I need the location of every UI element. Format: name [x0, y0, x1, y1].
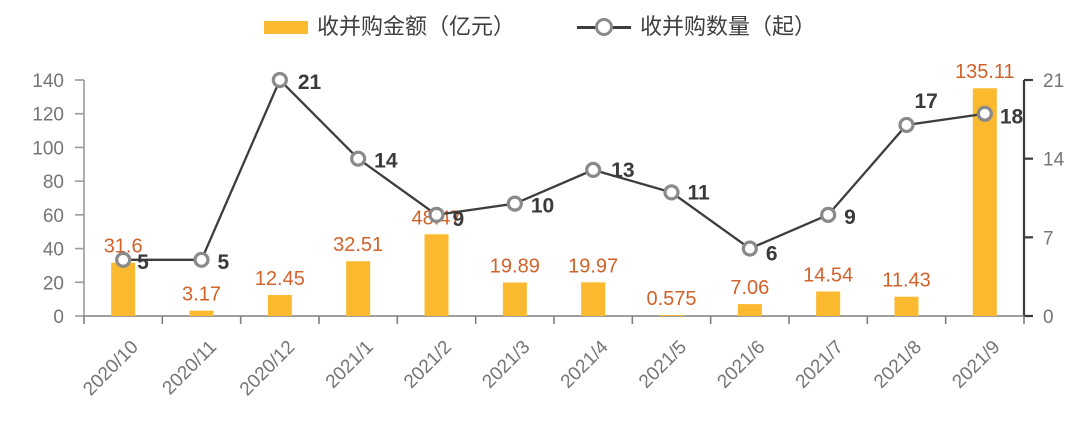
line-value-label: 14 — [374, 150, 398, 173]
line-value-label: 6 — [766, 243, 778, 266]
x-axis-category-label: 2021/4 — [557, 336, 613, 392]
bar — [581, 282, 606, 316]
bar — [502, 282, 527, 316]
left-axis-tick-label: 100 — [32, 138, 64, 159]
line-point-marker — [741, 240, 758, 257]
bar — [424, 234, 449, 316]
bar-value-label: 7.06 — [730, 277, 769, 299]
line-value-label: 13 — [611, 159, 634, 182]
right-axis-tick-label: 14 — [1043, 150, 1065, 171]
line-value-label: 10 — [531, 195, 554, 218]
bar-value-label: 12.45 — [255, 268, 305, 290]
bar-value-label: 3.17 — [182, 284, 221, 306]
bar-series-swatch-icon — [263, 20, 308, 34]
line-value-label: 17 — [915, 90, 938, 113]
line-point-marker — [428, 206, 445, 223]
legend-label-count: 收并购数量（起） — [640, 14, 817, 39]
x-axis-category-label: 2021/6 — [713, 337, 769, 393]
left-axis-tick-label: 0 — [53, 307, 64, 328]
bar — [894, 296, 919, 316]
line-value-label: 11 — [688, 181, 711, 204]
left-axis-tick-label: 140 — [32, 71, 64, 92]
line-series-marker-icon — [577, 17, 631, 37]
left-axis-tick-label: 60 — [43, 206, 64, 227]
legend-item-count[interactable]: 收并购数量（起） — [577, 14, 816, 40]
bar-value-label: 135.11 — [955, 61, 1015, 83]
x-axis-category-label: 2020/12 — [236, 337, 299, 400]
bar-value-label: 32.51 — [333, 234, 383, 256]
line-point-marker — [193, 251, 210, 268]
line-value-label: 9 — [844, 206, 856, 229]
line-value-label: 18 — [1000, 106, 1024, 129]
line-value-label: 9 — [453, 208, 465, 231]
bar-value-label: 31.6 — [104, 236, 143, 258]
bar — [346, 261, 371, 316]
bar-value-label: 19.97 — [568, 255, 618, 277]
x-axis-category-label: 2021/1 — [322, 337, 378, 393]
left-axis-tick-label: 40 — [43, 240, 64, 261]
legend-label-amount: 收并购金额（亿元） — [316, 14, 515, 39]
bar-value-label: 11.43 — [882, 270, 931, 292]
line-point-marker — [663, 184, 680, 201]
bar — [111, 262, 136, 316]
x-axis-category-label: 2021/7 — [792, 337, 848, 393]
right-axis-tick-label: 7 — [1043, 228, 1054, 249]
line-value-label: 5 — [137, 251, 149, 274]
line-point-marker — [115, 251, 132, 268]
line-value-label: 5 — [218, 251, 230, 274]
bar-value-label: 14.54 — [803, 264, 853, 286]
bar — [816, 291, 841, 316]
bar-value-label: 19.89 — [490, 255, 540, 277]
legend-item-amount[interactable]: 收并购金额（亿元） — [263, 14, 515, 40]
line-series-path — [123, 77, 985, 261]
right-axis-tick-label: 0 — [1043, 307, 1054, 328]
line-point-marker — [976, 105, 993, 122]
x-axis-category-label: 2021/5 — [635, 337, 691, 393]
line-point-marker — [585, 161, 602, 179]
line-value-label: 21 — [298, 71, 322, 94]
line-point-marker — [350, 150, 367, 167]
bar — [972, 88, 997, 317]
x-axis-category-label: 2020/11 — [159, 337, 221, 399]
bar — [267, 295, 292, 316]
bar — [659, 315, 684, 316]
chart-legend: 收并购金额（亿元） 收并购数量（起） — [0, 14, 1080, 40]
x-axis-category-label: 2021/9 — [948, 337, 1004, 393]
line-point-marker — [506, 195, 523, 212]
bar — [189, 310, 214, 316]
line-point-marker — [271, 71, 288, 89]
x-axis-category-label: 2021/2 — [400, 337, 456, 393]
x-axis-category-label: 2021/8 — [870, 337, 926, 393]
x-axis-category-label: 2020/10 — [79, 337, 142, 400]
left-axis-tick-label: 80 — [43, 172, 64, 193]
left-axis-tick-label: 20 — [43, 273, 64, 294]
line-point-marker — [820, 206, 837, 223]
bar — [737, 304, 762, 316]
x-axis-category-label: 2021/3 — [478, 337, 534, 393]
line-point-marker — [898, 116, 915, 134]
right-axis-tick-label: 21 — [1043, 71, 1064, 92]
left-axis-tick-label: 120 — [32, 105, 64, 126]
bar-value-label: 0.575 — [646, 288, 696, 310]
